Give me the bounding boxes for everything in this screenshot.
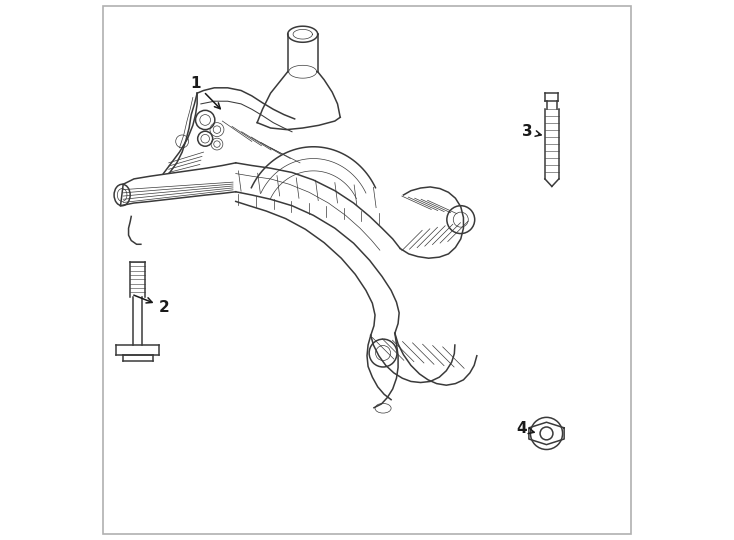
Text: 3: 3 — [523, 124, 541, 139]
Text: 1: 1 — [190, 76, 220, 109]
Text: 4: 4 — [516, 421, 534, 436]
Text: 2: 2 — [134, 295, 170, 315]
